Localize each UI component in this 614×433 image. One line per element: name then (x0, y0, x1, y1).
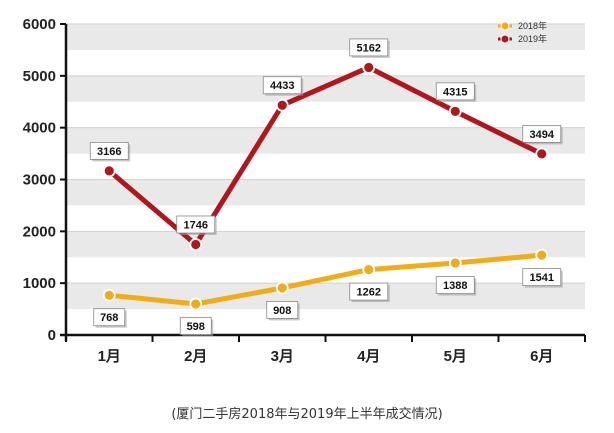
data-labels: 3166 1746 4433 5162 4315 3494 768 598 908 1262 138… (89, 38, 563, 337)
x-tick-label: 5月 (444, 348, 467, 365)
data-label: 1541 (530, 272, 554, 284)
data-point (102, 164, 116, 178)
data-label-box (435, 276, 475, 294)
data-label-box (266, 301, 299, 319)
data-point (102, 288, 116, 302)
x-tick-label: 1月 (98, 348, 121, 365)
data-label: 908 (273, 305, 291, 317)
data-label: 768 (100, 312, 118, 324)
data-label: 1746 (184, 219, 208, 231)
data-point (362, 61, 376, 74)
data-label-box (349, 282, 389, 301)
data-label-box (89, 141, 129, 160)
data-label-box (179, 317, 212, 335)
data-label: 1388 (443, 280, 467, 292)
data-label-box (93, 308, 126, 327)
y-tick-label: 2000 (23, 223, 56, 240)
data-label: 3494 (530, 129, 555, 141)
data-point (535, 248, 549, 262)
series-line (106, 252, 545, 307)
data-label-box (176, 215, 216, 234)
y-tick-label: 1000 (23, 275, 56, 292)
data-label: 4433 (270, 80, 294, 92)
data-label: 4315 (443, 86, 467, 98)
data-label-box (349, 38, 389, 57)
legend-swatch-point (500, 34, 510, 44)
data-label-box (522, 124, 562, 143)
data-point (448, 104, 462, 118)
data-label: 598 (187, 321, 205, 333)
y-tick-label: 0 (48, 327, 56, 344)
grid-band (66, 179, 585, 206)
data-label: 5162 (357, 42, 381, 54)
y-tick-label: 4000 (23, 120, 56, 137)
x-tick-label: 3月 (271, 348, 294, 365)
y-tick-label: 6000 (23, 16, 56, 33)
chart-caption: (厦门二手房2018年与2019年上半年成交情况) (171, 407, 443, 422)
data-label-box (522, 268, 562, 287)
grid-band (66, 24, 585, 50)
x-tick-label: 2月 (184, 348, 207, 365)
data-point (189, 297, 203, 311)
data-point (535, 147, 549, 161)
grid-band (66, 127, 585, 154)
data-point (189, 238, 203, 251)
data-point (362, 263, 376, 276)
y-tick-label: 3000 (23, 172, 56, 189)
grid-band (66, 231, 585, 258)
data-label-box (435, 82, 475, 101)
line-chart: 0 1000 2000 3000 4000 5000 6000 1月 2月 3月 4月 5月 6月 31… (23, 16, 586, 365)
legend: 2018年 2019年 (498, 20, 547, 44)
axes: 0 1000 2000 3000 4000 5000 6000 1月 2月 3月 4月 5月 6月 (23, 16, 586, 365)
x-tick-label: 6月 (530, 348, 553, 365)
legend-label: 2018年 (518, 20, 547, 31)
x-tick-label: 4月 (357, 348, 380, 365)
legend-swatch-point (500, 21, 510, 31)
data-label-box (262, 76, 302, 95)
data-point (275, 281, 289, 295)
y-tick-label: 5000 (23, 68, 56, 85)
data-label: 1262 (357, 287, 381, 299)
data-point (448, 256, 462, 270)
data-label: 3166 (97, 146, 121, 158)
grid-bands (66, 23, 585, 335)
legend-label: 2019年 (518, 33, 547, 44)
grid-band (66, 283, 585, 310)
data-point (275, 98, 289, 112)
